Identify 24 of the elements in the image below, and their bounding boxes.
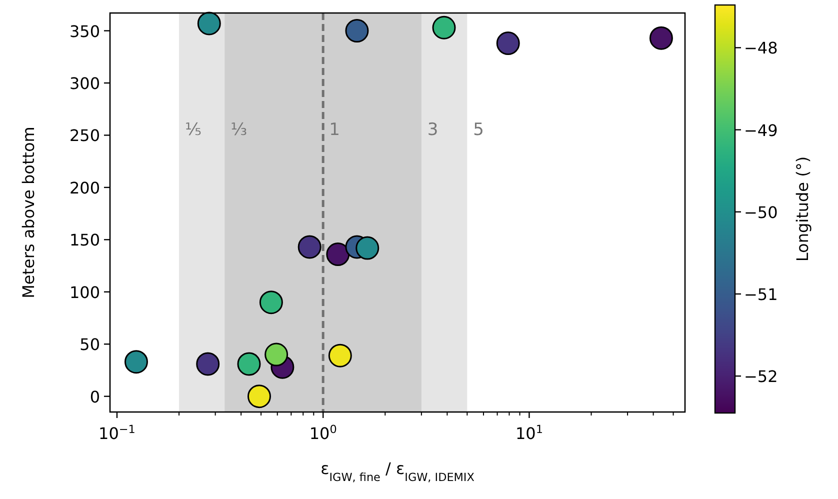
annotation: 1 — [329, 120, 340, 140]
y-tick-label: 300 — [69, 74, 100, 93]
y-tick-label: 150 — [69, 230, 100, 250]
y-tick-label: 50 — [80, 335, 100, 354]
color-bar-label: −49 — [744, 120, 778, 140]
x-tick-label: 10$^{0}$ — [309, 422, 337, 443]
annotation: ⅓ — [230, 120, 248, 140]
x-tick-label: 10$^{−1}$ — [98, 422, 136, 443]
y-tick-label: 250 — [69, 126, 100, 146]
color-bar-label: −48 — [744, 38, 778, 58]
y-tick-label: 0 — [90, 387, 100, 406]
y-tick-label: 100 — [69, 282, 100, 302]
color-bar-label: −51 — [744, 284, 778, 304]
annotation: ⅕ — [185, 120, 202, 140]
x-axis-title: ε$_{IGW, fine}$ / ε$_{IGW, IDEMIX}$ — [320, 459, 475, 484]
annotation: 3 — [427, 120, 438, 140]
color-bar-label: −52 — [744, 367, 778, 386]
color-bar-title: Longitude (°) — [793, 156, 812, 262]
y-axis-title: Meters above bottom — [19, 126, 38, 298]
y-tick-label: 350 — [69, 22, 100, 41]
color-bar-label: −50 — [744, 202, 778, 222]
annotation: 5 — [473, 120, 484, 140]
y-tick-label: 200 — [69, 178, 100, 198]
x-tick-label: 10$^{1}$ — [515, 422, 543, 443]
